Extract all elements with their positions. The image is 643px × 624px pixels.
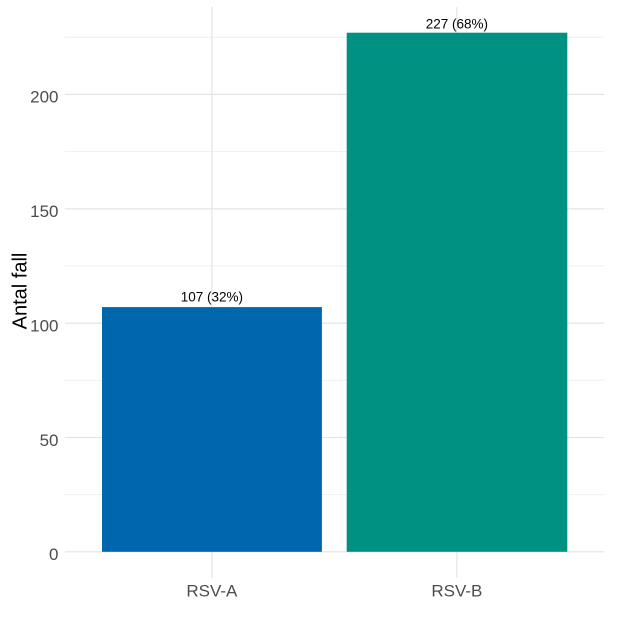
svg-text:50: 50 <box>40 431 59 450</box>
svg-text:RSV-B: RSV-B <box>431 582 482 601</box>
svg-text:107 (32%): 107 (32%) <box>181 289 243 304</box>
svg-text:RSV-A: RSV-A <box>186 582 238 601</box>
svg-text:227 (68%): 227 (68%) <box>426 16 488 31</box>
svg-text:200: 200 <box>30 88 58 107</box>
svg-text:Antal fall: Antal fall <box>10 253 32 330</box>
svg-text:0: 0 <box>49 545 58 564</box>
svg-text:150: 150 <box>30 202 58 221</box>
svg-text:100: 100 <box>30 316 58 335</box>
